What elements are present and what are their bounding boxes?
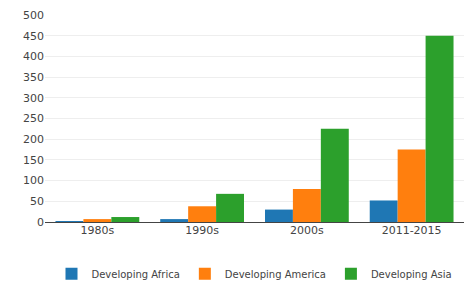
svg-text:50: 50 (30, 195, 44, 208)
svg-text:400: 400 (23, 50, 44, 63)
svg-text:500: 500 (23, 9, 44, 22)
svg-text:Developing America: Developing America (225, 269, 326, 280)
svg-text:300: 300 (23, 92, 44, 105)
svg-text:2000s: 2000s (290, 224, 324, 237)
svg-text:200: 200 (23, 133, 44, 146)
svg-text:0: 0 (37, 216, 44, 229)
svg-text:150: 150 (23, 154, 44, 167)
svg-text:1990s: 1990s (185, 224, 219, 237)
svg-text:Developing Africa: Developing Africa (92, 269, 180, 280)
svg-text:1980s: 1980s (81, 224, 115, 237)
svg-text:2011-2015: 2011-2015 (382, 224, 442, 237)
svg-text:350: 350 (23, 71, 44, 84)
svg-text:450: 450 (23, 30, 44, 43)
svg-text:Developing Asia: Developing Asia (371, 269, 452, 280)
svg-text:100: 100 (23, 174, 44, 187)
svg-text:250: 250 (23, 112, 44, 125)
